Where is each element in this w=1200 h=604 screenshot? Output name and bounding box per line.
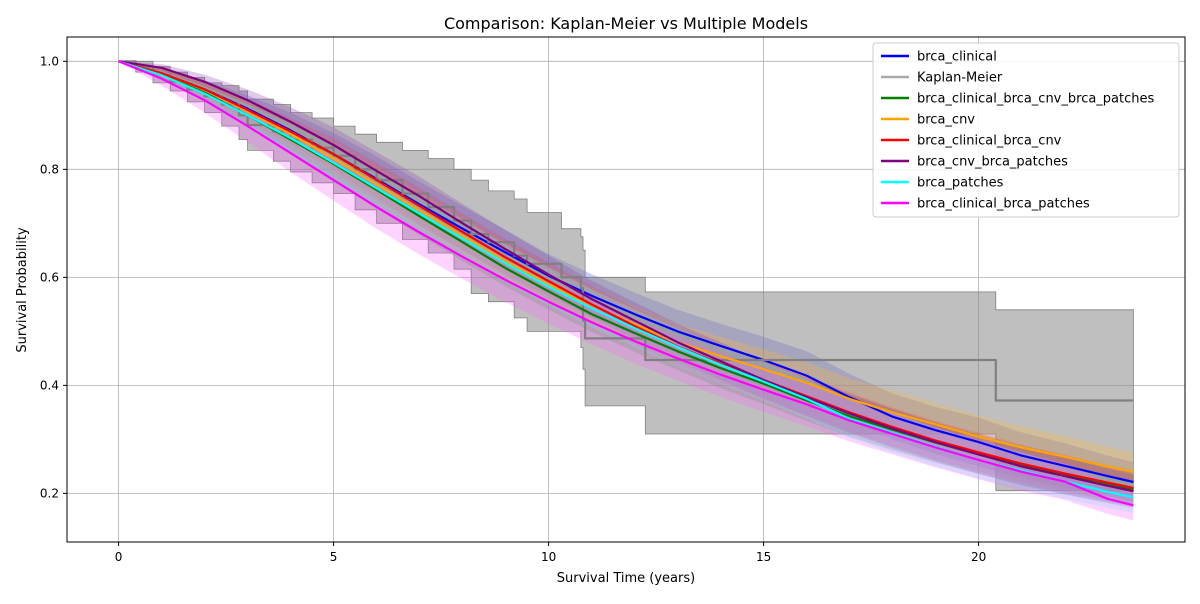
- ci-band-brca-cnv-brca-patches: [118, 61, 1134, 509]
- x-tick-label: 5: [330, 550, 338, 564]
- y-tick-label: 0.6: [40, 270, 59, 284]
- series-line-brca-cnv-brca-patches: [118, 60, 1134, 493]
- series-lines: [118, 60, 1134, 507]
- x-tick-label: 20: [971, 550, 986, 564]
- x-tick-label: 0: [115, 550, 123, 564]
- legend-label-brca-cnv: brca_cnv: [917, 113, 975, 128]
- legend-label-kaplan-meier: Kaplan-Meier: [917, 71, 1003, 86]
- x-tick-label: 15: [756, 550, 771, 564]
- series-line-brca-clinical-brca-patches: [118, 60, 1134, 507]
- y-axis-label: Survival Probability: [15, 227, 30, 353]
- y-tick-label: 0.2: [40, 486, 59, 500]
- ci-band-brca-patches: [118, 61, 1134, 513]
- y-tick-label: 0.8: [40, 162, 59, 176]
- legend-box: [872, 42, 1180, 218]
- y-tick-label: 0.4: [40, 378, 59, 392]
- legend-label-brca-clinical-brca-cnv: brca_clinical_brca_cnv: [917, 134, 1062, 149]
- series-line-brca-clinical-brca-cnv: [118, 60, 1134, 490]
- ci-band-brca-clinical-brca-cnv: [118, 61, 1134, 505]
- x-axis-label: Survival Time (years): [557, 571, 695, 586]
- ci-band-brca-clinical-brca-cnv-brca-patches: [118, 61, 1134, 507]
- legend-label-brca-clinical: brca_clinical: [917, 50, 997, 65]
- x-tick-label: 10: [541, 550, 556, 564]
- chart-title: Comparison: Kaplan-Meier vs Multiple Mod…: [444, 14, 808, 33]
- legend-label-brca-clinical-brca-patches: brca_clinical_brca_patches: [917, 197, 1090, 212]
- plot-frame: [66, 36, 1186, 543]
- legend-label-brca-cnv-brca-patches: brca_cnv_brca_patches: [917, 155, 1068, 170]
- legend: brca_clinical Kaplan-Meier brca_clinical_b…: [872, 42, 1180, 218]
- series-line-brca-cnv: [118, 60, 1134, 473]
- legend-label-brca-clinical-brca-cnv-brca-patches: brca_clinical_brca_cnv_brca_patches: [917, 92, 1155, 107]
- y-tick-label: 1.0: [40, 54, 59, 68]
- legend-label-brca-patches: brca_patches: [917, 176, 1004, 191]
- axis-ticks: 0 5 10 15 20 0.2 0.4 0.6 0.8 1.0: [40, 54, 986, 564]
